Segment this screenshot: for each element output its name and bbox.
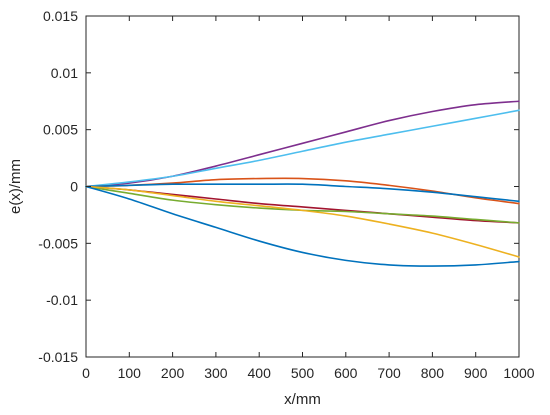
x-tick-label: 400	[248, 365, 272, 381]
y-tick-label: 0.015	[43, 8, 78, 24]
series-lines	[85, 100, 520, 267]
y-tick-label: 0.01	[51, 65, 78, 81]
y-tick-label: -0.01	[46, 292, 78, 308]
x-axis-label: x/mm	[284, 391, 321, 408]
x-tick-label: 800	[421, 365, 445, 381]
series-line-4	[85, 183, 520, 203]
y-tick-labels: -0.015 -0.01 -0.005 0 0.005 0.01 0.015	[38, 8, 78, 365]
x-tick-label: 900	[464, 365, 488, 381]
x-tick-label: 1000	[503, 365, 534, 381]
series-line-7	[85, 185, 520, 258]
axis-ticks	[85, 15, 520, 358]
y-axis-label: e(x)/mm	[7, 159, 24, 214]
x-tick-label: 500	[291, 365, 315, 381]
x-tick-labels: 0 100 200 300 400 500 600 700 800 900 1000	[82, 365, 535, 381]
x-tick-label: 200	[161, 365, 185, 381]
plot-area	[85, 15, 520, 358]
y-tick-label: 0.005	[43, 122, 78, 138]
series-line-2	[85, 109, 520, 188]
y-tick-label: -0.015	[38, 349, 78, 365]
x-tick-label: 300	[204, 365, 228, 381]
y-tick-label: -0.005	[38, 235, 78, 251]
series-line-8	[85, 185, 520, 267]
x-tick-label: 600	[334, 365, 358, 381]
y-tick-label: 0	[70, 179, 78, 195]
x-tick-label: 100	[118, 365, 142, 381]
x-tick-label: 0	[82, 365, 90, 381]
x-tick-label: 700	[377, 365, 401, 381]
